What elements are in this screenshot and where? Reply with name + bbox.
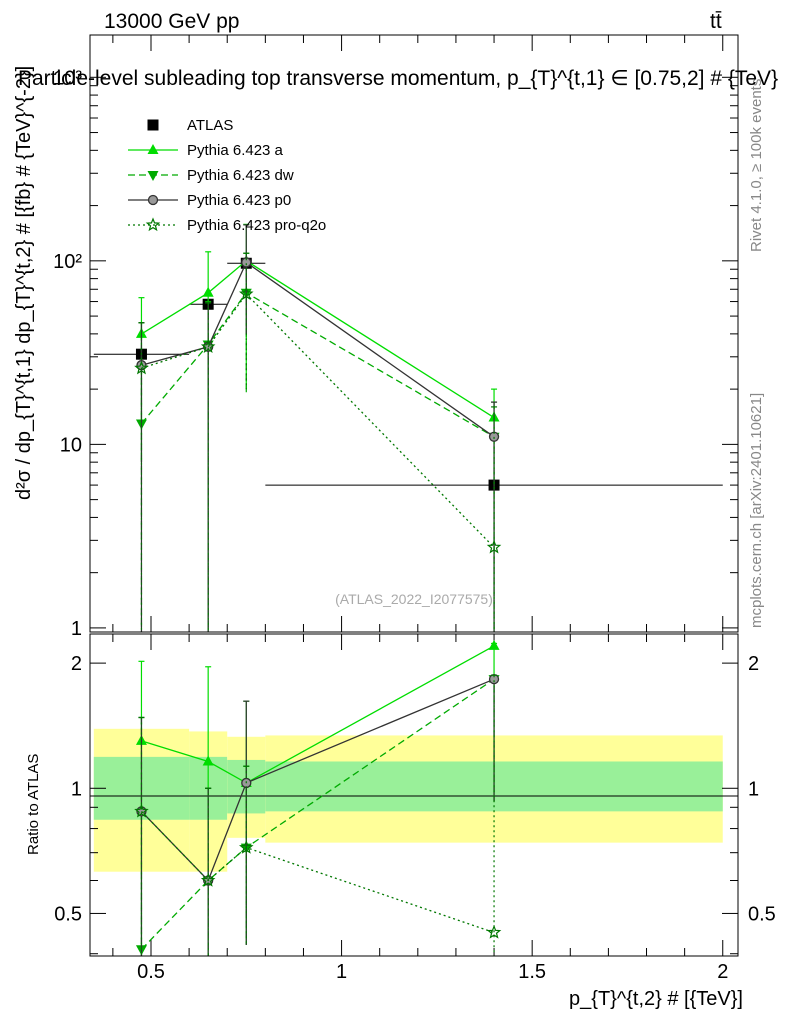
x-tick-label: 1.5 [518,961,546,983]
pythia_proq2o-ratio-point [200,872,216,887]
legend-entry-pythia_a: Pythia 6.423 a [128,142,284,159]
legend-entry-pythia_dw: Pythia 6.423 dw [128,167,294,184]
ratio-y-tick-label: 1 [71,778,82,800]
ratio-y-tick-label: 0.5 [54,903,82,925]
pythia_proq2o-point [486,539,502,554]
x-axis-label: p_{T}^{t,2} # [{TeV}] [569,988,743,1010]
pythia_proq2o-ratio-line [141,810,495,934]
analysis-watermark: (ATLAS_2022_I2077575) [335,591,493,607]
pythia_a-point [202,286,214,297]
pythia_proq2o-point [134,360,149,375]
legend-marker-pythia_dw [147,171,159,181]
pythia_a-ratio-point [202,755,214,766]
pythia_proq2o-ratio-point [486,924,502,939]
pythia_p0-line [141,261,495,438]
series-pythia_a [135,223,500,632]
legend-entry-atlas: ATLAS [147,117,233,134]
legend: ATLAS Pythia 6.423 a Pythia 6.423 dw Pythia… [128,117,326,234]
legend-label-pythia_a: Pythia 6.423 a [187,142,284,159]
pythia_dw-ratio-line [141,678,495,950]
pythia_proq2o-ratio-point [239,839,254,854]
ratio-series-pythia_proq2o [134,674,502,956]
x-tick-label: 1 [336,961,347,983]
ratio-y-tick-label: 2 [71,653,82,675]
ratio-ticks: 0.5 0.5 1 1 2 2 0.5 1 1.5 2 [54,634,776,983]
main-frame [89,34,739,633]
main-y-tick-label: 10³ [53,67,82,89]
pythia_a-line [141,259,495,419]
pythia_a-ratio-line [141,645,495,784]
ratio-y-tick-label-right: 0.5 [748,903,776,925]
ratio-y-tick-label-right: 1 [748,778,759,800]
main-ticks: 1 10 10² 10³ [53,35,738,640]
mcplots-label: mcplots.cern.ch [arXiv:2401.10621] [748,393,765,628]
legend-label-pythia_p0: Pythia 6.423 p0 [187,192,291,209]
legend-label-pythia_proq2o: Pythia 6.423 pro-q2o [187,217,326,234]
pythia_proq2o-ratio-point [134,803,149,818]
header-energy: 13000 GeV pp [104,10,239,33]
legend-label-pythia_dw: Pythia 6.423 dw [187,167,294,184]
ratio-y-tick-label-right: 2 [748,653,759,675]
header-process: tt̄ [710,10,722,33]
pythia_p0-ratio-line [141,678,495,882]
pythia_a-ratio-point [488,639,500,650]
x-tick-label: 2 [717,961,728,983]
series-atlas [93,257,723,491]
legend-marker-pythia_p0 [147,194,159,206]
legend-entry-pythia_p0: Pythia 6.423 p0 [128,192,291,209]
pythia_proq2o-point [239,286,254,301]
main-series [93,223,723,632]
ratio-frame [89,633,739,957]
ratio-series [134,639,502,956]
series-pythia_proq2o [134,252,502,632]
pythia_proq2o-line [141,292,495,548]
x-tick-label: 0.5 [137,961,165,983]
legend-label-atlas: ATLAS [187,117,233,134]
ratio-y-axis-label: Ratio to ATLAS [25,754,42,855]
pythia_dw-line [141,291,495,438]
main-y-tick-label: 10 [60,434,82,456]
legend-marker-pythia_a [147,144,159,154]
main-panel: 1 10 10² 10³ (ATLAS_2022_I2077575) Particle… [13,34,778,640]
pythia_p0-point [241,257,252,268]
main-y-tick-label: 1 [71,618,82,640]
pythia_proq2o-point [200,339,216,354]
legend-entry-pythia_proq2o: Pythia 6.423 pro-q2o [128,217,326,234]
main-y-axis-label: d²σ / dp_{T}^{t,1} dp_{T}^{t,2} # [{fb} … [13,66,35,500]
ratio-panel: 0.5 0.5 1 1 2 2 0.5 1 1.5 2 Ratio to ATLAS p_{T}^… [25,633,776,1010]
rivet-version-label: Rivet 4.1.0, ≥ 100k events [748,79,765,252]
main-y-tick-label: 10² [53,251,82,273]
series-pythia_dw [135,252,500,632]
main-title: Particle-level subleading top transverse… [18,67,778,90]
legend-marker-pythia_proq2o [145,217,161,232]
ratio-bands [93,728,723,872]
legend-marker-atlas [147,119,159,131]
series-pythia_p0 [136,224,500,632]
